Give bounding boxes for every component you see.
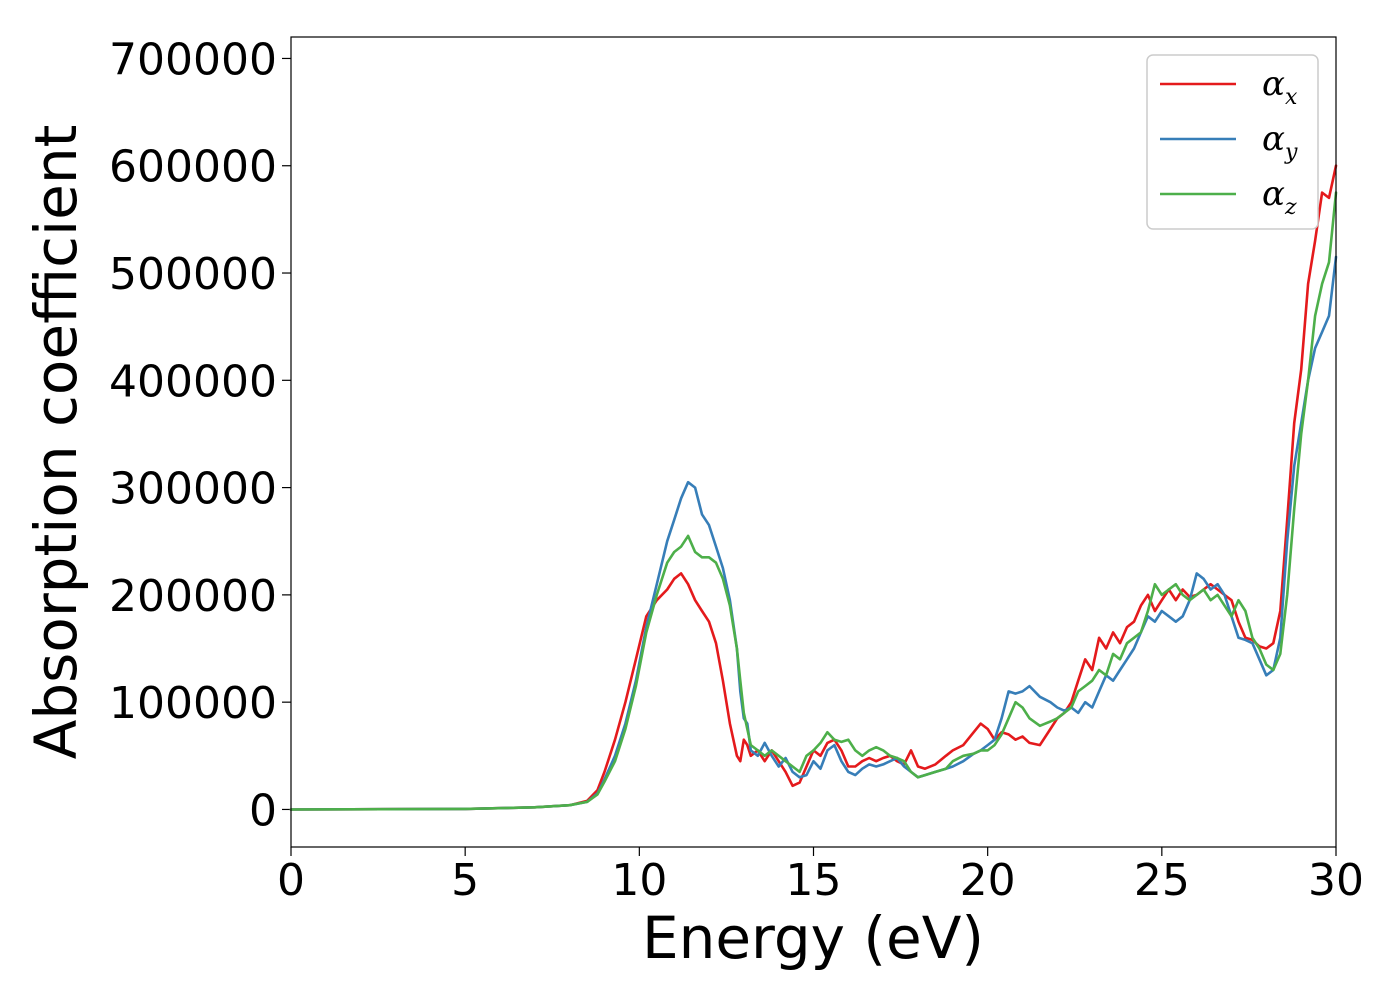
series-line-z [289, 191, 1338, 811]
legend-label-y: αy [1262, 119, 1298, 165]
x-tick-label: 0 [277, 855, 305, 906]
x-tick-label: 5 [451, 855, 479, 906]
x-tick-label: 10 [611, 855, 667, 906]
legend-items: αx αy αz [1160, 64, 1298, 220]
y-tick-label: 100000 [109, 678, 277, 729]
y-tick-label: 400000 [109, 356, 277, 407]
legend-label-x: αx [1262, 64, 1298, 110]
x-tick-label: 15 [786, 855, 842, 906]
legend-box [1146, 54, 1319, 230]
y-tick-label: 0 [249, 785, 277, 836]
y-tick-label: 500000 [109, 249, 277, 300]
x-tick-label: 30 [1308, 855, 1364, 906]
series-line-x [289, 164, 1338, 811]
series-line-y [289, 255, 1338, 811]
legend-label-z: αz [1262, 174, 1297, 220]
x-tick-label: 25 [1134, 855, 1190, 906]
y-axis-title: Absorption coefficient [22, 125, 90, 760]
plot-frame [290, 36, 1337, 848]
x-axis-title: Energy (eV) [642, 904, 984, 972]
y-tick-label: 200000 [109, 571, 277, 622]
y-tick-label: 700000 [109, 34, 277, 85]
x-tick-label: 20 [960, 855, 1016, 906]
series-lines [289, 164, 1338, 811]
y-tick-label: 300000 [109, 464, 277, 515]
axis-ticks: 0 5 10 15 20 25 30 0 100000 200000 300000 400000 500… [109, 34, 1364, 906]
y-tick-label: 600000 [109, 142, 277, 193]
legend: αx αy αz [1146, 54, 1319, 230]
